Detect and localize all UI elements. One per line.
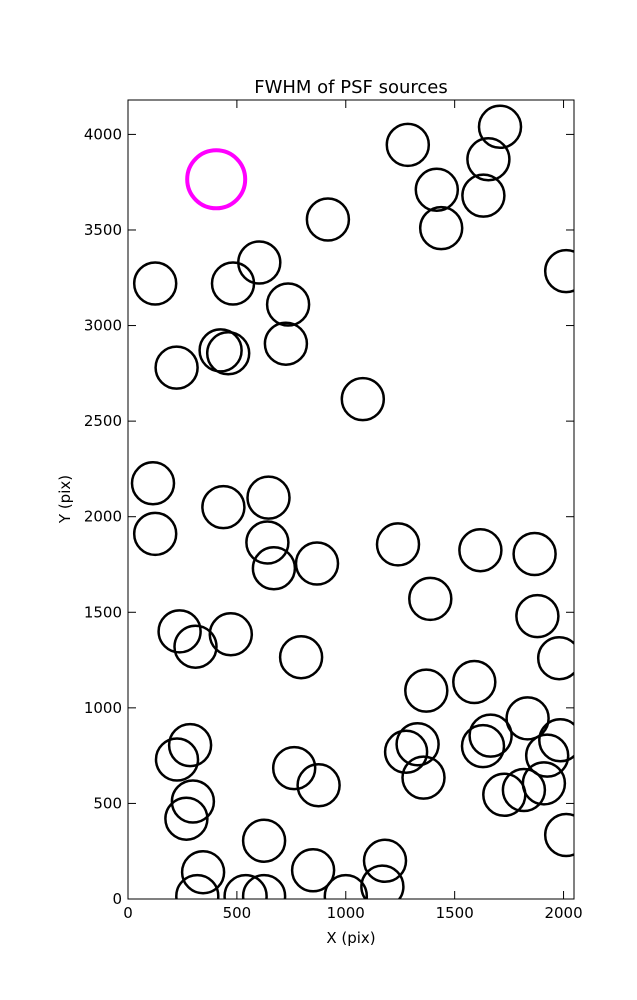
psf-source-marker xyxy=(404,668,449,713)
psf-source-marker xyxy=(271,745,317,791)
x-axis: 0 500 1000 1500 2000 xyxy=(123,100,583,922)
x-axis-label: X (pix) xyxy=(326,929,375,947)
psf-source-marker xyxy=(175,873,220,899)
y-axis-label: Y (pix) xyxy=(56,475,74,524)
psf-source-marker xyxy=(461,173,506,218)
x-tick-label: 2000 xyxy=(544,904,582,922)
y-tick-label: 3500 xyxy=(84,221,122,239)
chart-title: FWHM of PSF sources xyxy=(254,77,448,98)
psf-source-marker xyxy=(263,321,309,366)
psf-source-marker xyxy=(536,635,574,681)
y-axis: 0 500 1000 1500 2000 2500 3000 3500 4000 xyxy=(84,125,574,908)
y-tick-label: 0 xyxy=(112,890,122,908)
psf-source-marker xyxy=(130,461,176,506)
y-tick-label: 1000 xyxy=(84,699,122,717)
psf-source-marker xyxy=(154,737,200,782)
psf-source-marker xyxy=(205,331,251,376)
psf-source-marker xyxy=(208,612,254,657)
psf-source-marker xyxy=(524,733,570,778)
axes-frame xyxy=(127,99,575,900)
highlighted-source-marker xyxy=(185,148,248,211)
psf-source-marker xyxy=(251,546,297,591)
psf-source-marker xyxy=(201,484,246,530)
psf-source-marker xyxy=(246,475,291,520)
psf-source-marker xyxy=(543,248,574,294)
psf-source-marker xyxy=(466,137,511,182)
psf-source-marker xyxy=(237,240,282,285)
psf-source-marker xyxy=(265,282,311,327)
x-tick-label: 500 xyxy=(223,904,252,922)
psf-source-marker xyxy=(360,864,405,899)
psf-source-marker xyxy=(241,818,287,863)
psf-source-marker xyxy=(223,873,268,899)
psf-source-marker xyxy=(340,376,386,422)
psf-source-marker xyxy=(157,609,202,654)
y-tick-label: 2000 xyxy=(84,508,122,526)
psf-source-marker xyxy=(362,838,408,884)
psf-source-marker xyxy=(305,197,351,242)
x-tick-label: 1000 xyxy=(327,904,365,922)
y-tick-label: 3000 xyxy=(84,317,122,335)
psf-source-marker xyxy=(408,576,453,622)
psf-source-marker xyxy=(241,873,287,899)
plot-area xyxy=(130,104,574,899)
psf-source-marker xyxy=(515,593,560,639)
psf-source-marker xyxy=(395,721,440,767)
x-tick-label: 1500 xyxy=(436,904,474,922)
psf-source-marker xyxy=(294,541,340,586)
psf-source-marker xyxy=(170,779,216,824)
psf-source-marker xyxy=(543,812,574,858)
psf-source-marker xyxy=(154,345,199,390)
psf-source-marker xyxy=(167,722,213,768)
psf-source-marker xyxy=(132,511,178,557)
psf-source-marker xyxy=(477,104,523,150)
psf-source-marker xyxy=(452,659,497,705)
x-tick-label: 0 xyxy=(123,904,133,922)
psf-source-marker xyxy=(180,849,226,895)
psf-source-marker xyxy=(512,531,557,577)
psf-source-marker xyxy=(418,205,464,251)
psf-source-marker xyxy=(173,624,218,669)
psf-source-marker xyxy=(164,796,209,841)
y-tick-label: 1500 xyxy=(84,603,122,621)
psf-source-marker xyxy=(505,696,550,741)
psf-source-marker xyxy=(132,261,178,306)
psf-source-marker xyxy=(210,261,256,306)
psf-source-marker xyxy=(482,772,527,818)
psf-source-marker xyxy=(296,763,341,808)
psf-source-marker xyxy=(383,729,429,775)
y-tick-label: 4000 xyxy=(84,125,122,143)
psf-source-marker xyxy=(375,522,421,567)
psf-source-marker xyxy=(385,122,431,168)
psf-source-marker xyxy=(468,713,513,758)
psf-source-marker xyxy=(278,634,324,680)
psf-source-marker xyxy=(414,167,460,213)
psf-source-marker xyxy=(323,873,369,899)
psf-source-marker xyxy=(458,527,503,573)
psf-source-marker xyxy=(198,328,243,373)
psf-source-marker xyxy=(538,718,574,763)
psf-source-marker xyxy=(460,723,506,769)
psf-source-marker xyxy=(401,755,446,800)
y-tick-label: 2500 xyxy=(84,412,122,430)
psf-source-marker xyxy=(290,848,336,893)
psf-source-marker xyxy=(501,767,547,813)
psf-source-marker xyxy=(245,520,290,565)
y-tick-label: 500 xyxy=(93,794,122,812)
